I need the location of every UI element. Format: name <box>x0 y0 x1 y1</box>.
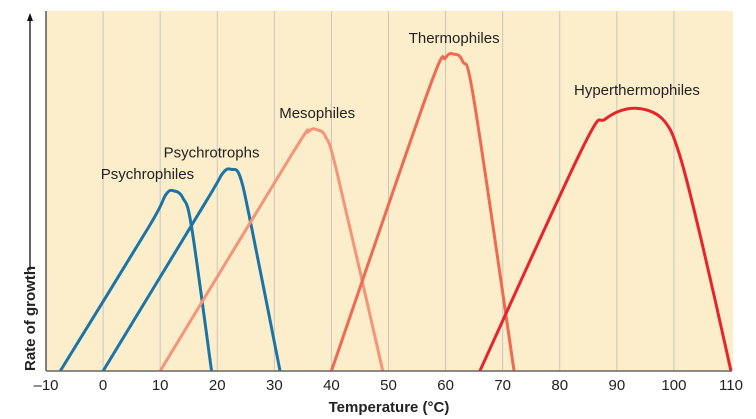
x-tick-label: 90 <box>608 377 625 394</box>
y-axis-label: Rate of growth <box>22 266 39 371</box>
series-label: Psychrophiles <box>101 166 194 183</box>
x-tick-label: –10 <box>33 377 58 394</box>
x-tick-label: 0 <box>99 377 107 394</box>
x-tick-label: 100 <box>661 377 686 394</box>
arrow-head-icon <box>27 13 33 21</box>
x-tick-label: 20 <box>209 377 226 394</box>
series-label: Hyperthermophiles <box>574 82 700 99</box>
series-label: Mesophiles <box>279 105 355 122</box>
x-tick-label: 40 <box>323 377 340 394</box>
curve-mesophiles <box>158 127 385 372</box>
series-label: Psychrotrophs <box>164 144 260 161</box>
curve-psychrophiles <box>58 188 214 372</box>
x-tick-label: 70 <box>494 377 511 394</box>
x-tick-label: 80 <box>551 377 568 394</box>
x-tick-label: 10 <box>152 377 169 394</box>
curve-hyperthermophiles <box>478 106 733 372</box>
x-axis-label: Temperature (°C) <box>329 399 450 416</box>
x-tick-label: 50 <box>380 377 397 394</box>
curve-thermophiles <box>329 51 516 372</box>
x-tick-label: 110 <box>719 377 743 394</box>
series-label: Thermophiles <box>409 30 500 47</box>
x-tick-label: 30 <box>266 377 283 394</box>
x-tick-label: 60 <box>437 377 454 394</box>
curve-psychrotrophs <box>101 167 282 372</box>
plot-background <box>46 11 733 371</box>
